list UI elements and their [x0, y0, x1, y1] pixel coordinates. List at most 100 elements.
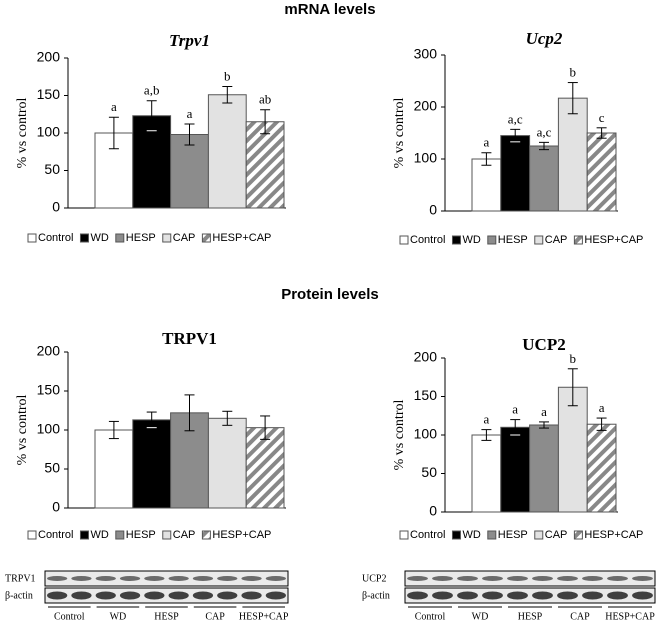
blot-band [632, 576, 653, 581]
blot-band [507, 576, 528, 581]
blot-band [265, 591, 286, 600]
y-tick-label: 150 [414, 387, 438, 403]
legend-swatch [399, 235, 409, 245]
y-tick-label: 100 [414, 426, 438, 442]
y-tick-label: 200 [37, 343, 61, 359]
legend-label: WD [462, 529, 480, 541]
significance-label: c [599, 110, 605, 125]
legend-label: Control [38, 232, 73, 244]
significance-label: b [224, 68, 231, 83]
error-bar [481, 429, 492, 441]
significance-label: a [484, 412, 490, 427]
y-tick-label: 0 [52, 499, 60, 515]
y-tick-label: 100 [37, 421, 61, 437]
error-bar [510, 419, 521, 436]
blot-band [241, 576, 262, 581]
blot-band [457, 576, 478, 581]
legend-label: HESP+CAP [584, 529, 643, 541]
section-heading: mRNA levels [284, 1, 375, 18]
blot-lane-label: HESP+CAP [239, 611, 289, 622]
legend-label: HESP+CAP [212, 529, 271, 541]
blot-band [607, 591, 628, 600]
legend-label: Control [410, 529, 445, 541]
bar [132, 419, 172, 509]
bar [529, 145, 559, 212]
legend-label: Control [38, 529, 73, 541]
bar [557, 97, 588, 212]
y-tick-label: 200 [414, 98, 438, 114]
legend-label: HESP+CAP [212, 232, 271, 244]
blot-band [71, 591, 92, 600]
legend-swatch [399, 530, 409, 540]
blot-band [582, 576, 603, 581]
error-bar [539, 141, 549, 151]
chart-title: UCP2 [522, 335, 565, 354]
blot-lane-label: HESP+CAP [605, 611, 655, 622]
blot-band [168, 576, 189, 581]
blot-band [192, 591, 214, 600]
blot-band [217, 576, 238, 581]
legend-label: CAP [545, 529, 568, 541]
blot-band [407, 576, 428, 581]
significance-label: a [187, 106, 193, 121]
blot-band [47, 576, 68, 581]
blot-band [607, 576, 628, 581]
legend-swatch [534, 530, 544, 540]
blot-row-label: UCP2 [362, 573, 386, 584]
significance-label: a,c [537, 124, 552, 139]
legend-swatch [201, 530, 211, 540]
blot-row-label: TRPV1 [5, 573, 36, 584]
significance-label: a [484, 135, 490, 150]
legend-swatch [115, 530, 125, 540]
blot-lane-label: WD [110, 611, 127, 622]
blot-row-label: β-actin [5, 590, 33, 601]
legend-label: CAP [173, 232, 196, 244]
error-bar [260, 109, 271, 135]
legend-swatch [534, 235, 544, 245]
bar [500, 426, 531, 513]
blot-band [119, 591, 141, 600]
blot-row-label: β-actin [362, 590, 390, 601]
y-tick-label: 100 [414, 150, 438, 166]
blot-band [265, 576, 286, 581]
legend-swatch [162, 233, 172, 243]
blot-band [532, 576, 553, 581]
legend-swatch [451, 530, 461, 540]
bar [529, 424, 559, 513]
chart-title: TRPV1 [162, 329, 217, 348]
legend-label: WD [462, 234, 480, 246]
bar [94, 429, 134, 509]
bar [170, 134, 209, 209]
error-bar [222, 86, 233, 104]
blot-band [432, 591, 453, 600]
significance-label: b [570, 351, 577, 366]
blot-lane-label: CAP [570, 611, 590, 622]
legend-swatch [27, 233, 37, 243]
error-bar [184, 394, 195, 432]
error-bar [567, 368, 578, 407]
legend-swatch [451, 235, 461, 245]
blot-band [482, 576, 503, 581]
blot-band [47, 591, 68, 600]
error-bar [108, 420, 119, 440]
blot-lane-label: HESP [518, 611, 543, 622]
blot-lane-label: Control [54, 611, 85, 622]
y-axis-label: % vs control [15, 98, 30, 169]
error-bar [539, 421, 549, 429]
significance-label: a [541, 404, 547, 419]
legend-label: CAP [545, 234, 568, 246]
blot-band [192, 576, 214, 581]
y-axis-label: % vs control [392, 98, 407, 169]
blot-band [432, 576, 453, 581]
blot-band [582, 591, 603, 600]
legend-label: Control [410, 234, 445, 246]
blot-band [144, 576, 165, 581]
error-bar [108, 116, 119, 150]
blot-band [71, 576, 92, 581]
bar [207, 417, 247, 509]
bar [471, 158, 502, 212]
blot-band [119, 576, 141, 581]
legend-label: HESP [126, 232, 156, 244]
significance-label: a [512, 402, 518, 417]
